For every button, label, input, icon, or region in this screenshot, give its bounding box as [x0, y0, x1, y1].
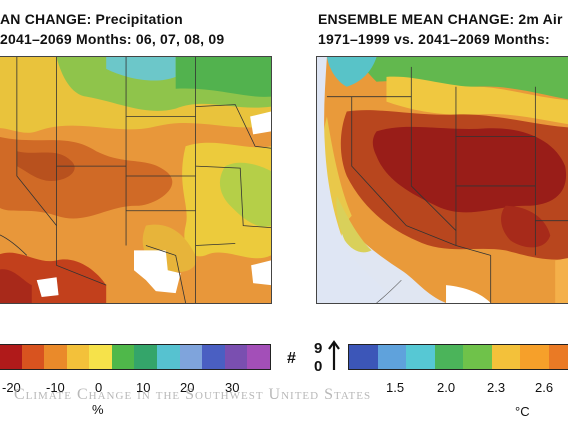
left-title-line2: 2041–2069 Months: 06, 07, 08, 09: [0, 31, 225, 47]
precipitation-color-step: [0, 345, 22, 369]
precipitation-color-step: [134, 345, 158, 369]
precipitation-color-step: [157, 345, 180, 369]
temperature-colorbar: [348, 344, 568, 370]
left-colorbar-tick: 0: [95, 380, 103, 395]
right-colorbar-tick: 1.5: [386, 380, 405, 395]
arrow-up-icon: [328, 340, 340, 370]
legend-number-bottom: 0: [314, 358, 323, 375]
precipitation-color-step: [66, 345, 90, 369]
temperature-color-step: [463, 345, 492, 369]
precipitation-color-step: [247, 345, 270, 369]
temperature-color-step: [349, 345, 378, 369]
left-title-line1: AN CHANGE: Precipitation: [0, 11, 183, 27]
temperature-change-map: [316, 56, 568, 304]
right-title-line2: 1971–1999 vs. 2041–2069 Months:: [318, 31, 550, 47]
right-colorbar-tick: 2.3: [487, 380, 506, 395]
precipitation-color-step: [202, 345, 225, 369]
right-colorbar-tick: 2.0: [437, 380, 456, 395]
temperature-color-step: [491, 345, 520, 369]
precipitation-color-step: [179, 345, 203, 369]
left-colorbar-tick: -20: [2, 380, 21, 395]
precipitation-map-graphic: [0, 57, 271, 303]
left-colorbar-tick: -10: [46, 380, 65, 395]
temperature-color-step: [406, 345, 435, 369]
right-title-line1: ENSEMBLE MEAN CHANGE: 2m Air: [318, 11, 563, 27]
right-colorbar-unit: °C: [515, 404, 530, 419]
precipitation-color-step: [89, 345, 112, 369]
precipitation-color-step: [44, 345, 67, 369]
left-colorbar-tick: 30: [225, 380, 240, 395]
left-colorbar-tick: 10: [136, 380, 151, 395]
temperature-color-step: [434, 345, 463, 369]
left-colorbar-unit: %: [92, 402, 104, 417]
right-colorbar-tick: 2.6: [535, 380, 554, 395]
temperature-map-graphic: [317, 57, 568, 303]
precipitation-colorbar: [0, 344, 271, 370]
legend-number-top: 9: [314, 340, 323, 357]
precipitation-color-step: [111, 345, 135, 369]
watermark-text: Climate Change in the Southwest United S…: [14, 386, 372, 403]
precipitation-color-step: [21, 345, 45, 369]
hash-icon: #: [287, 350, 296, 367]
precipitation-change-map: [0, 56, 272, 304]
precipitation-color-step: [224, 345, 248, 369]
temperature-color-step: [548, 345, 568, 369]
temperature-color-step: [520, 345, 549, 369]
temperature-color-step: [377, 345, 406, 369]
left-colorbar-tick: 20: [180, 380, 195, 395]
